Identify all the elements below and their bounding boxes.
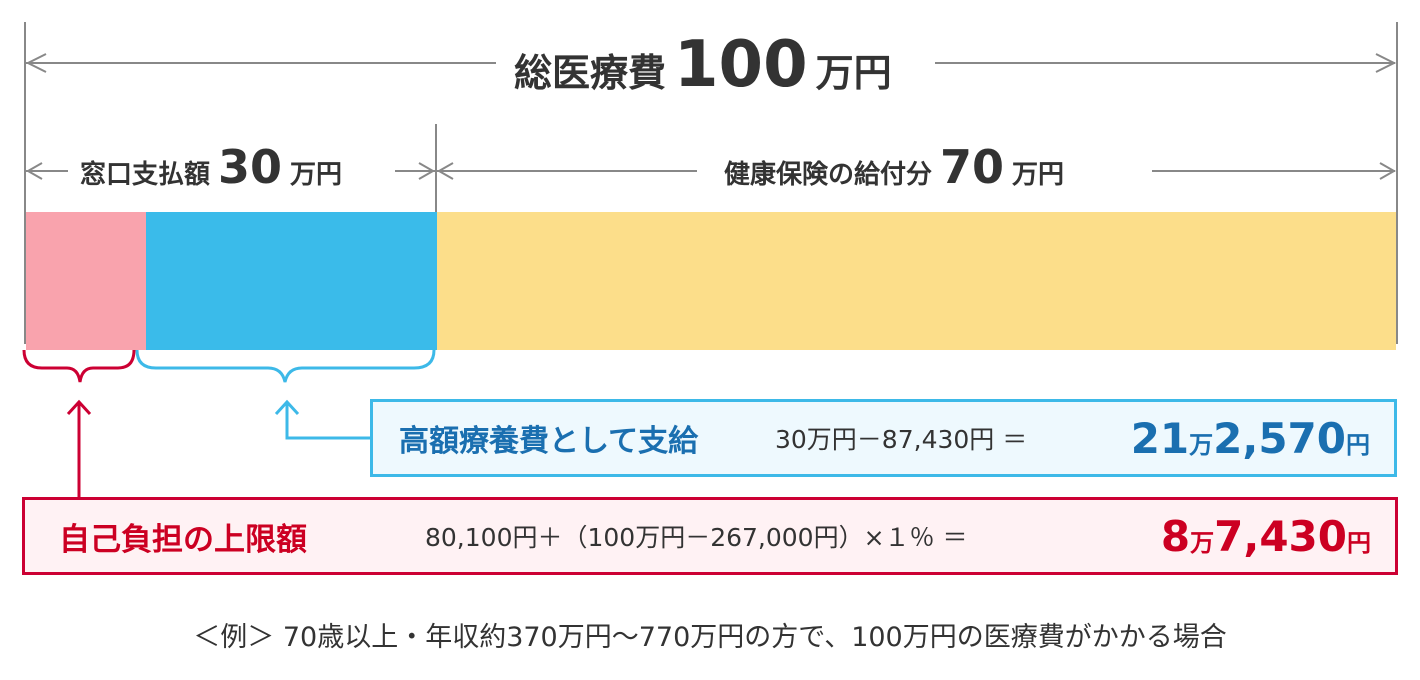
insurance-dimension-line-right <box>1152 170 1395 172</box>
high-cost-benefit-box: 高額療養費として支給 30万円－87,430円 ＝ 21 万 2,570 円 <box>370 399 1397 477</box>
bar-segment-high-cost-benefit <box>146 212 437 350</box>
arrow-left-icon <box>437 162 454 180</box>
total-cost-unit: 万円 <box>815 51 892 95</box>
blue-brace-icon <box>135 349 436 383</box>
self-limit-title: 自己負担の上限額 <box>59 521 307 558</box>
total-cost-title: 総医療費 <box>514 51 667 95</box>
self-limit-result-man: 8 <box>1160 511 1191 561</box>
window-dimension-line-left <box>26 170 70 172</box>
insurance-benefit-amount: 70 <box>940 140 1005 194</box>
arrow-right-icon <box>1375 53 1396 73</box>
total-cost-amount: 100 <box>674 28 808 102</box>
window-payment-title: 窓口支払額 <box>80 160 211 190</box>
bar-segment-self-limit <box>26 212 146 350</box>
total-right-tick <box>1396 22 1398 344</box>
total-dimension-line-right <box>935 62 1395 64</box>
arrow-left-icon <box>26 53 47 73</box>
window-dimension-line-right <box>395 170 435 172</box>
blue-connector-arrow-icon <box>274 399 372 440</box>
arrow-left-icon <box>26 162 43 180</box>
window-payment-unit: 万円 <box>290 160 343 190</box>
bar-segment-insurance <box>437 212 1396 350</box>
window-payment-label: 窓口支払額 30 万円 <box>68 140 355 194</box>
arrow-right-icon <box>418 162 435 180</box>
red-brace-icon <box>22 349 136 383</box>
self-limit-result-rest: 7,430 <box>1214 511 1347 561</box>
self-pay-limit-box: 自己負担の上限額 80,100円＋（100万円－267,000円）×１％ ＝ 8… <box>22 497 1398 575</box>
high-cost-result-rest: 2,570 <box>1213 413 1346 463</box>
high-cost-title: 高額療養費として支給 <box>399 424 699 459</box>
self-limit-result: 8 万 7,430 円 <box>1161 512 1371 561</box>
total-cost-label: 総医療費 100 万円 <box>500 28 906 102</box>
high-cost-formula: 30万円－87,430円 ＝ <box>775 425 1028 454</box>
high-cost-result-man: 21 <box>1130 413 1190 463</box>
total-left-tick <box>24 22 26 344</box>
high-cost-result-unit2: 円 <box>1346 430 1370 459</box>
arrow-right-icon <box>1379 162 1396 180</box>
self-limit-result-unit1: 万 <box>1190 528 1215 557</box>
self-limit-formula: 80,100円＋（100万円－267,000円）×１％ ＝ <box>425 523 968 552</box>
insurance-benefit-title: 健康保険の給付分 <box>724 160 933 190</box>
self-limit-result-unit2: 円 <box>1347 528 1371 557</box>
high-cost-result: 21 万 2,570 円 <box>1131 414 1370 463</box>
window-payment-amount: 30 <box>218 140 283 194</box>
red-connector-arrow-icon <box>66 399 92 498</box>
insurance-dimension-line-left <box>437 170 697 172</box>
example-caption: ＜例＞ 70歳以上・年収約370万円〜770万円の方で、100万円の医療費がかか… <box>193 622 1227 653</box>
total-dimension-line-left <box>26 62 496 64</box>
insurance-benefit-label: 健康保険の給付分 70 万円 <box>712 140 1077 194</box>
high-cost-result-unit1: 万 <box>1189 430 1214 459</box>
insurance-benefit-unit: 万円 <box>1012 160 1065 190</box>
